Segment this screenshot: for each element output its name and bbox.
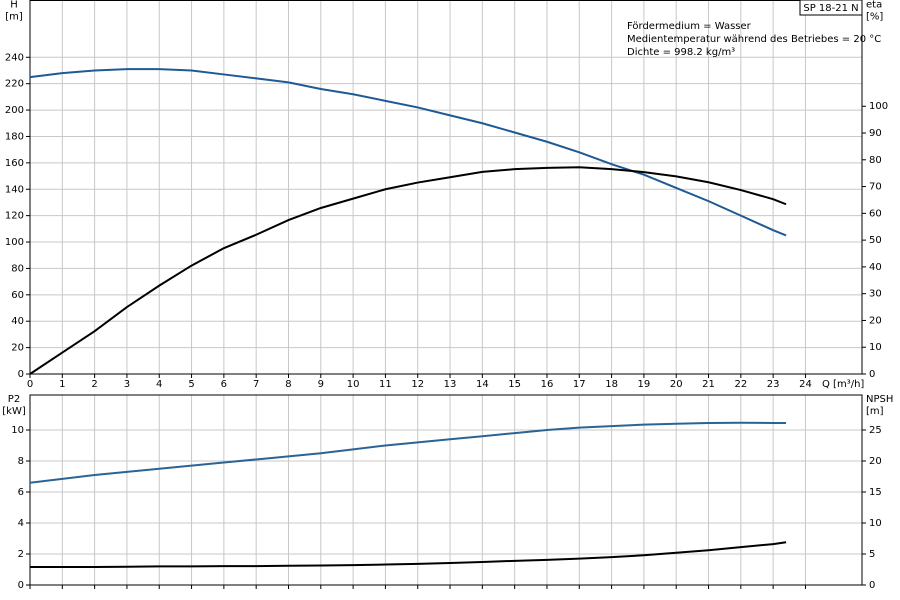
y-tick-label: 60 <box>11 290 24 301</box>
y-tick-label: 20 <box>11 343 24 354</box>
y-tick-label: 8 <box>18 456 24 467</box>
y2-tick-label: 20 <box>869 315 882 326</box>
y-tick-label: 0 <box>18 369 24 380</box>
x-tick-label: 2 <box>91 379 97 390</box>
y2-tick-label: 60 <box>869 208 882 219</box>
y2-tick-label: 0 <box>869 369 875 380</box>
x-tick-label: 21 <box>702 379 715 390</box>
series-line <box>29 166 787 375</box>
series-line <box>30 541 787 569</box>
x-tick-label: 10 <box>347 379 360 390</box>
y-tick-label: 100 <box>5 237 24 248</box>
x-tick-label: 22 <box>734 379 747 390</box>
x-tick-label: 16 <box>541 379 554 390</box>
y2-tick-label: 0 <box>869 580 875 591</box>
x-tick-label: 0 <box>27 379 33 390</box>
x-tick-label: 6 <box>221 379 227 390</box>
y-tick-label: 10 <box>11 425 24 436</box>
y-tick-label: 80 <box>11 263 24 274</box>
annotation: Medientemperatur während des Betriebes =… <box>627 34 881 45</box>
y-tick-label: 4 <box>18 518 24 529</box>
y2-tick-label: 90 <box>869 128 882 139</box>
x-tick-label: 12 <box>411 379 424 390</box>
y-tick-label: 160 <box>5 158 24 169</box>
y-tick-label: 0 <box>18 580 24 591</box>
x-axis-label: Q [m³/h] <box>822 379 864 390</box>
x-tick-label: 14 <box>476 379 489 390</box>
x-tick-label: 11 <box>379 379 392 390</box>
y2-tick-label: 10 <box>869 342 882 353</box>
series-line <box>29 68 787 237</box>
x-tick-label: 4 <box>156 379 162 390</box>
y2-axis-label: NPSH <box>866 394 893 405</box>
y2-tick-label: 5 <box>869 549 875 560</box>
x-tick-label: 9 <box>318 379 324 390</box>
y-tick-label: 6 <box>18 487 24 498</box>
y-axis-label: P2 <box>8 394 20 405</box>
x-tick-label: 17 <box>573 379 586 390</box>
y2-tick-label: 50 <box>869 235 882 246</box>
y-tick-label: 140 <box>5 184 24 195</box>
plot-area <box>30 395 862 585</box>
x-tick-label: 24 <box>799 379 812 390</box>
y-tick-label: 40 <box>11 316 24 327</box>
y-tick-label: 200 <box>5 105 24 116</box>
annotation: Fördermedium = Wasser <box>627 21 752 32</box>
title-box <box>799 0 863 16</box>
plot-area <box>30 0 862 374</box>
y-tick-label: 2 <box>18 549 24 560</box>
x-tick-label: 19 <box>638 379 651 390</box>
y2-axis-label: eta <box>866 0 882 11</box>
y2-tick-label: 25 <box>869 425 882 436</box>
y-tick-label: 120 <box>5 211 24 222</box>
x-tick-label: 23 <box>767 379 780 390</box>
plot-frame <box>29 0 863 375</box>
y2-tick-label: 70 <box>869 182 882 193</box>
y2-tick-label: 20 <box>869 456 882 467</box>
y-axis-unit: [m] <box>5 12 23 23</box>
x-tick-label: 15 <box>508 379 521 390</box>
series-line <box>29 421 787 484</box>
y2-axis-unit: [%] <box>866 12 883 23</box>
y2-axis-unit: [m] <box>866 406 884 417</box>
y-tick-label: 180 <box>5 131 24 142</box>
y-axis-unit: [kW] <box>2 406 26 417</box>
chart-title: SP 18-21 N <box>803 3 858 14</box>
y-tick-label: 240 <box>5 52 24 63</box>
y2-tick-label: 80 <box>869 155 882 166</box>
y2-tick-label: 40 <box>869 262 882 273</box>
x-tick-label: 18 <box>605 379 618 390</box>
x-tick-label: 8 <box>285 379 291 390</box>
y2-tick-label: 15 <box>869 487 882 498</box>
x-tick-label: 20 <box>670 379 683 390</box>
annotation: Dichte = 998.2 kg/m³ <box>627 47 735 58</box>
x-tick-label: 3 <box>124 379 130 390</box>
y2-tick-label: 30 <box>869 289 882 300</box>
y2-tick-label: 100 <box>869 101 888 112</box>
y-tick-label: 220 <box>5 79 24 90</box>
y-axis-label: H <box>10 0 18 11</box>
x-tick-label: 5 <box>188 379 194 390</box>
x-tick-label: 7 <box>253 379 259 390</box>
x-tick-label: 1 <box>59 379 65 390</box>
plot-frame <box>29 394 863 586</box>
x-tick-label: 13 <box>444 379 457 390</box>
y2-tick-label: 10 <box>869 518 882 529</box>
